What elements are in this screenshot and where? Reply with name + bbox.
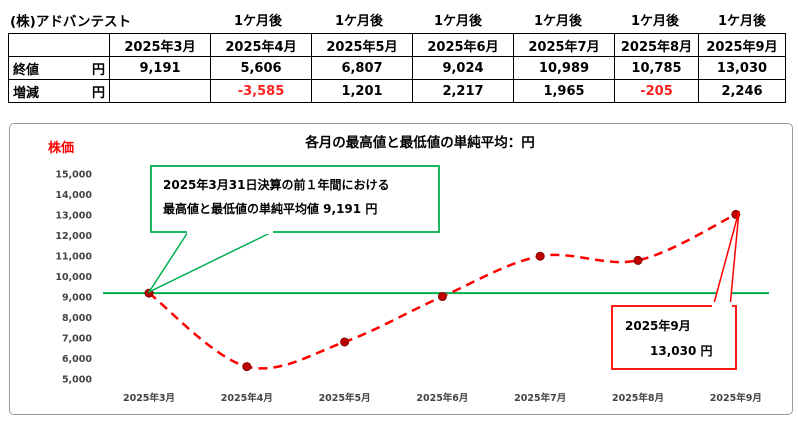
row-label: 増減 円 (8, 79, 110, 103)
table-cell: 13,030 (698, 56, 786, 80)
y-tick-label: 14,000 (55, 190, 92, 201)
data-point (340, 337, 350, 347)
y-tick-label: 11,000 (55, 252, 92, 263)
callout-gap (712, 302, 732, 309)
table-cell: 2,217 (412, 79, 514, 103)
y-tick-label: 7,000 (62, 334, 92, 345)
x-tick-label: 2025年8月 (612, 392, 664, 404)
month-header: 2025年6月 (412, 33, 514, 57)
table-cell (109, 79, 211, 103)
table-row-close: 終値円 9,191 5,606 6,807 9,024 10,989 10,78… (8, 56, 786, 80)
company-label: (株)アドバンテスト (10, 14, 132, 30)
one-month-label: 1ケ月後 (717, 14, 767, 29)
callout-text: 13,030 円 (650, 344, 713, 358)
x-tick-label: 2025年4月 (221, 392, 273, 404)
chart-title: 各月の最高値と最低値の単純平均：円 (304, 134, 535, 151)
x-tick-label: 2025年6月 (416, 392, 468, 404)
one-month-label: 1ケ月後 (630, 14, 680, 29)
one-month-label: 1ケ月後 (533, 14, 583, 29)
table-cell: -205 (614, 79, 699, 103)
one-month-label: 1ケ月後 (334, 14, 384, 29)
table-cell: 1,965 (513, 79, 615, 103)
y-tick-label: 15,000 (55, 170, 92, 181)
data-point (535, 251, 545, 261)
x-tick-label: 2025年7月 (514, 392, 566, 404)
price-table: 2025年3月 2025年4月 2025年5月 2025年6月 2025年7月 … (8, 33, 786, 103)
data-point (437, 292, 447, 302)
table-cell: 6,807 (311, 56, 413, 80)
y-tick-label: 6,000 (62, 354, 92, 365)
callout-box-average (150, 165, 440, 233)
callout-gap (187, 228, 273, 234)
y-tick-label: 13,000 (55, 211, 92, 222)
table-cell: 10,785 (614, 56, 699, 80)
y-tick-label: 8,000 (62, 313, 92, 324)
table-row-change: 増減 円 -3,585 1,201 2,217 1,965 -205 2,246 (8, 79, 786, 103)
callout-pointer (712, 210, 740, 308)
callout-text: 2025年3月31日決算の前１年間における (163, 177, 389, 192)
row-unit: 円 (91, 85, 105, 101)
data-point (633, 255, 643, 265)
x-tick-label: 2025年9月 (710, 392, 762, 404)
table-cell: 9,191 (109, 56, 211, 80)
data-point (242, 362, 252, 372)
one-month-label: 1ケ月後 (233, 14, 283, 29)
row-label: 終値 円 (8, 56, 110, 80)
row-label-text: 終値 (13, 62, 40, 78)
callout-pointer (146, 231, 273, 294)
table-cell: 1,201 (311, 79, 413, 103)
month-header: 2025年9月 (698, 33, 786, 57)
callout-box-latest (611, 305, 737, 370)
callout-text: 2025年9月 (625, 318, 691, 333)
x-tick-label: 2025年5月 (319, 392, 371, 404)
row-unit: 円 (91, 62, 105, 78)
y-axis-label: 株価 (48, 140, 74, 156)
y-tick-label: 9,000 (62, 293, 92, 304)
callout-text: 最高値と最低値の単純平均値 9,191 円 (163, 201, 377, 216)
one-month-label: 1ケ月後 (433, 14, 483, 29)
row-label-text: 増減 (13, 85, 40, 101)
table-cell: 2,246 (698, 79, 786, 103)
y-tick-label: 12,000 (55, 231, 92, 242)
y-tick-label: 5,000 (62, 375, 92, 386)
y-tick-label: 10,000 (55, 272, 92, 283)
table-cell: -3,585 (210, 79, 312, 103)
month-header: 2025年3月 (109, 33, 211, 57)
x-tick-label: 2025年3月 (123, 392, 175, 404)
